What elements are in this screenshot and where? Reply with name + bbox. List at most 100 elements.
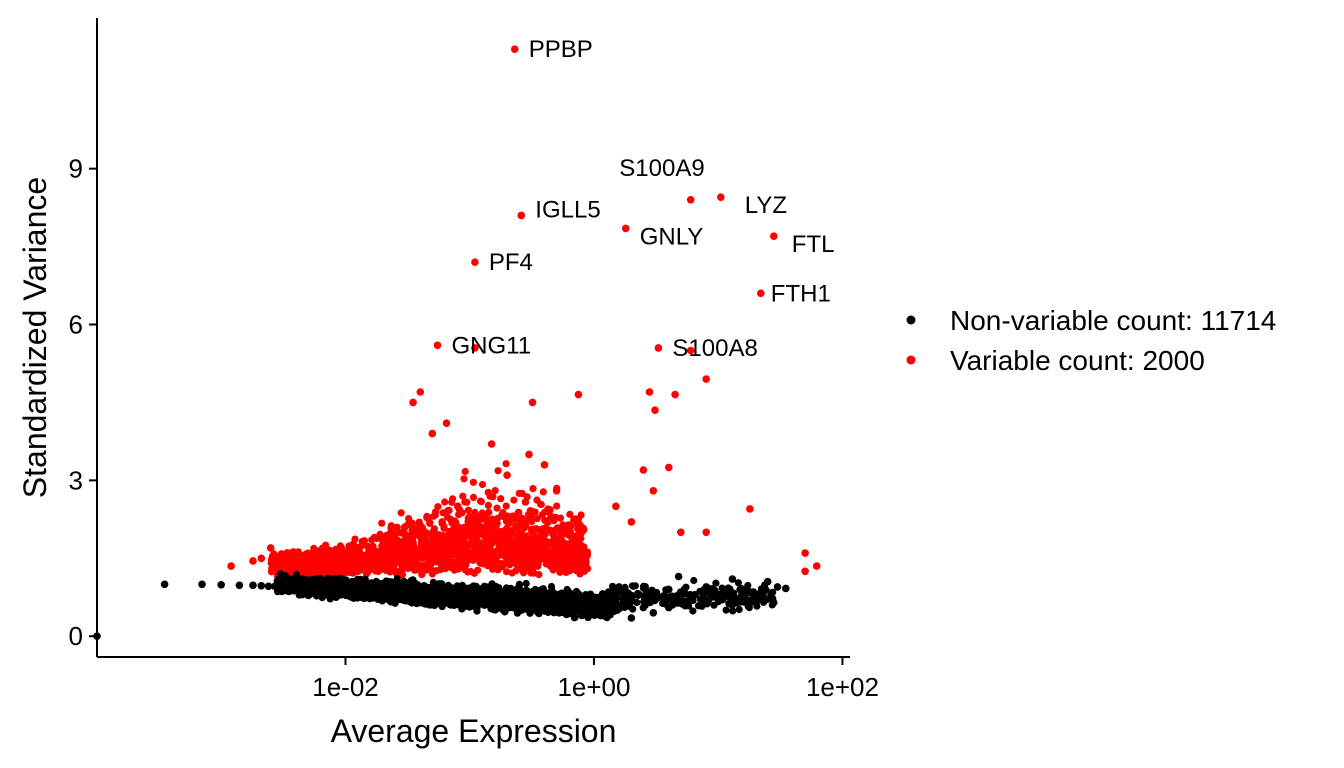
non-variable-point: [570, 614, 579, 622]
variable-point: [536, 550, 545, 558]
variable-point: [686, 196, 695, 204]
variable-point: [478, 509, 486, 517]
non-variable-point: [674, 572, 683, 581]
variable-point: [410, 566, 419, 574]
variable-point: [312, 558, 320, 566]
non-variable-point: [414, 581, 422, 589]
non-variable-point: [734, 579, 743, 587]
non-variable-point: [751, 596, 760, 604]
variable-point: [332, 552, 340, 560]
variable-point: [529, 485, 537, 493]
variable-point: [484, 501, 492, 509]
variable-point: [577, 529, 585, 538]
non-variable-point: [572, 587, 581, 596]
variable-point: [499, 543, 507, 551]
variable-point: [469, 478, 477, 486]
variable-point: [324, 559, 332, 567]
non-variable-point: [285, 575, 293, 583]
non-variable-point: [494, 587, 502, 596]
non-variable-point: [318, 594, 326, 602]
y-tick-label: 9: [69, 154, 83, 184]
non-variable-point: [271, 582, 279, 591]
non-variable-point: [714, 593, 722, 602]
non-variable-point: [590, 606, 598, 614]
variable-point: [346, 552, 354, 560]
non-variable-point: [544, 601, 552, 609]
variable-point: [358, 555, 366, 563]
non-variable-point: [554, 591, 562, 600]
variable-point: [370, 533, 378, 542]
variable-point: [702, 528, 710, 537]
non-variable-point: [337, 580, 345, 589]
variable-point: [332, 568, 340, 577]
non-variable-point: [304, 576, 312, 584]
variable-point: [506, 535, 514, 543]
variable-point: [537, 500, 545, 508]
variable-point: [551, 551, 559, 560]
non-variable-point: [561, 591, 569, 600]
variable-point: [566, 510, 574, 518]
non-variable-point: [735, 605, 743, 614]
non-variable-point: [672, 593, 681, 601]
variable-point: [702, 375, 710, 383]
non-variable-point: [566, 597, 574, 605]
legend-label: Variable count: 2000: [950, 345, 1205, 376]
non-variable-point: [360, 580, 369, 588]
variable-point: [540, 461, 549, 469]
non-variable-point: [492, 598, 500, 606]
variable-point: [533, 558, 541, 566]
variable-point: [428, 570, 436, 578]
variable-point: [441, 498, 449, 506]
variable-point: [510, 45, 519, 53]
non-variable-point: [659, 599, 667, 608]
variable-point: [567, 546, 576, 554]
variable-point: [429, 512, 438, 520]
variable-point: [494, 467, 502, 475]
non-variable-point: [235, 581, 244, 590]
variable-point: [305, 566, 313, 574]
variable-point: [437, 561, 445, 569]
variable-point: [460, 537, 468, 545]
variable-point: [397, 509, 405, 517]
non-variable-point: [640, 593, 648, 601]
variable-point: [717, 193, 725, 201]
variable-point: [449, 495, 457, 503]
y-tick-label: 3: [69, 465, 83, 495]
variable-point: [442, 533, 450, 541]
non-variable-point: [374, 581, 383, 589]
non-variable-point: [395, 584, 404, 592]
non-variable-point: [609, 582, 617, 590]
variable-point: [544, 505, 552, 513]
non-variable-point: [733, 599, 741, 607]
variable-point: [757, 289, 765, 298]
variable-point: [414, 531, 422, 540]
variable-point: [561, 544, 570, 552]
non-variable-point: [702, 599, 711, 607]
variable-point: [352, 568, 360, 576]
non-variable-point: [639, 603, 648, 612]
variable-point: [535, 571, 543, 579]
non-variable-point: [648, 586, 656, 594]
variable-point: [363, 564, 372, 573]
non-variable-point: [729, 607, 737, 615]
non-variable-point: [369, 581, 377, 589]
variable-point: [812, 562, 821, 570]
variable-point: [502, 460, 510, 468]
non-variable-point: [519, 588, 528, 596]
variable-point: [357, 542, 366, 550]
variable-point: [532, 525, 540, 533]
variable-point: [770, 232, 778, 240]
variable-point: [471, 552, 479, 560]
non-variable-point: [368, 588, 376, 596]
gene-label: FTH1: [771, 280, 831, 307]
variable-point: [513, 565, 521, 574]
non-variable-point: [633, 598, 641, 607]
non-variable-point: [728, 575, 737, 583]
variable-point: [455, 563, 463, 571]
x-tick-label: 1e+00: [557, 672, 630, 702]
variable-point: [510, 496, 518, 504]
variable-point: [621, 224, 630, 233]
variable-point: [460, 523, 468, 531]
variable-point: [381, 539, 389, 547]
